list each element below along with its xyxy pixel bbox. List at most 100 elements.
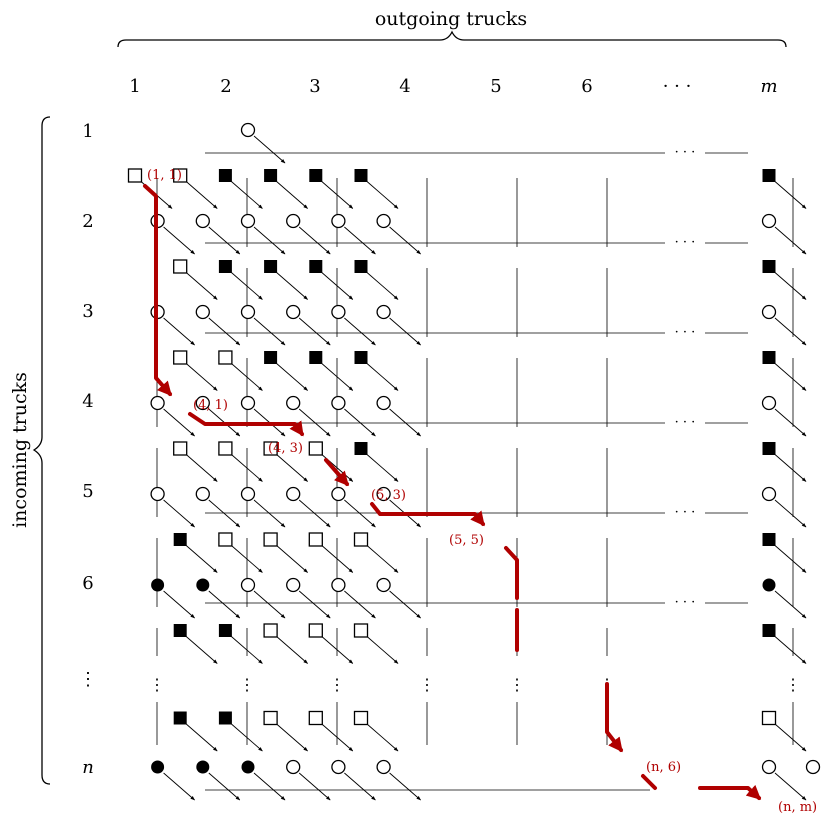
diagonal-arrow [231,723,263,752]
open-square-node [353,532,369,547]
open-circle-node [761,304,777,320]
open-circle-node [761,213,777,229]
open-square-node [127,168,143,183]
diagonal-arrow [208,772,241,801]
column-label: 6 [581,76,592,97]
diagonal-arrow [344,408,376,437]
open-circle-node [240,577,256,593]
open-circle-node [150,486,165,502]
filled-square-node [173,624,187,637]
row-label: ⋮ [79,669,97,690]
red-path-segment [504,546,519,600]
diagonal-arrow [185,181,218,209]
open-circle-node [376,486,391,502]
open-circle-node [286,759,301,775]
open-circle-node [195,486,210,502]
filled-square-node [218,260,232,273]
open-circle-node [286,395,301,411]
open-circle-node [240,395,256,411]
filled-square-node [762,260,776,273]
open-circle-node [376,577,391,593]
diagonal-arrow [276,636,308,664]
nodes [127,122,821,775]
column-label: 4 [399,76,410,97]
filled-circle-node [151,578,165,592]
column-label: · · · [663,76,692,97]
red-path-segment [698,784,762,800]
open-circle-node [240,213,256,229]
diagonal-arrow [253,135,286,164]
diagonal-arrow [774,590,807,619]
diagonal-arrow [321,636,354,664]
filled-circle-node [151,760,165,774]
open-circle-node [331,486,346,502]
filled-square-node [264,169,278,182]
column-label: 3 [309,76,320,97]
grid-vertical-dots: ⋮ [149,675,165,694]
diagonal-arrow [366,272,399,300]
open-circle-node [331,213,346,229]
diagonal-arrow [298,317,331,346]
diagonal-arrow [185,723,218,752]
grid-vertical-dots: ⋮ [329,675,345,694]
filled-square-node [173,533,187,546]
open-square-node [308,623,323,638]
column-label: m [760,76,777,97]
open-square-node [173,350,188,365]
diagonal-arrow [366,454,399,482]
diagonal-arrow [344,226,376,255]
diagonal-arrow [163,226,195,255]
diagonal-arrow [774,408,807,437]
diagonal-arrow [321,181,354,209]
row-label: 6 [82,573,93,594]
path-coordinate-label: (5, 3) [371,488,406,503]
open-circle-node [376,395,391,411]
open-circle-node [761,759,777,775]
axis-labels: 1 2 3 4 5 6 · · · m 1 2 3 4 5 6 ⋮ n [79,76,778,778]
diagonal-arrow [366,545,399,573]
path-coordinate-label: (5, 5) [449,533,484,548]
row-label: 5 [82,481,93,502]
open-circle-node [286,577,301,593]
filled-square-node [354,169,368,182]
diagonal-arrow [185,636,218,664]
red-path-segment [605,682,623,753]
grid-vertical-dots: ⋮ [785,675,801,694]
diagonal-arrow [185,545,218,573]
diagonal-arrow [774,723,807,752]
diagonal-arrow [231,545,263,573]
side-label: incoming trucks [9,372,31,528]
path-coordinate-label: (4, 1) [193,398,228,413]
diagonal-arrow [231,636,263,664]
diagonal-arrow [389,226,421,255]
open-circle-node [240,304,256,320]
diagonal-arrow [389,590,421,619]
row-label: 4 [82,391,93,412]
open-square-node [173,441,188,456]
diagonal-arrow [185,272,218,300]
path-labels: (1, 1) (4, 1) (4, 3) (5, 3) (5, 5) (n, 6) (n, … [147,168,817,815]
path-coordinate-label: (4, 3) [268,441,303,456]
open-square-node [263,441,278,456]
red-path-segment [143,184,172,397]
diagonal-arrow [276,272,308,300]
grid-vertical-dots: ⋮ [239,675,255,694]
diagonal-arrow [298,499,331,528]
diagonal-arrow [321,545,354,573]
open-square-node [308,710,323,726]
diagonal-arrow [389,408,421,437]
diagonal-arrow [298,772,331,801]
diagonal-arrows [140,135,807,801]
diagonal-arrow [774,272,807,300]
filled-circle-node [196,760,210,774]
diagonal-arrow [774,454,807,482]
diagonal-arrow [366,181,399,209]
left-brace [32,116,51,785]
diagonal-arrow [185,363,218,391]
diagonal-arrow [774,499,807,528]
top-brace [117,30,787,48]
open-circle-node [286,213,301,229]
red-path [143,184,762,800]
filled-square-node [218,169,232,182]
filled-circle-node [196,578,210,592]
